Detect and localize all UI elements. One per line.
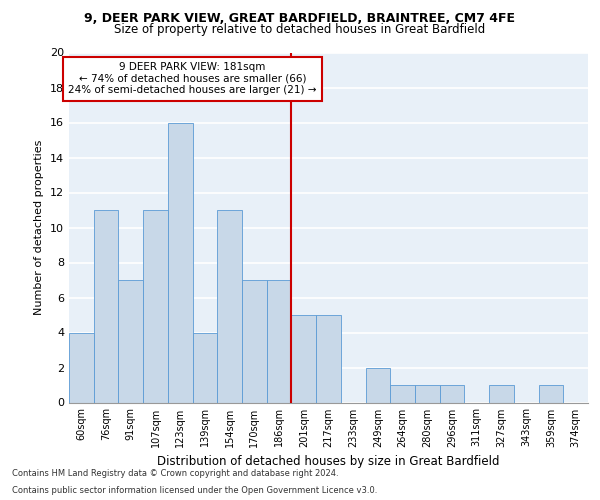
Text: Size of property relative to detached houses in Great Bardfield: Size of property relative to detached ho… — [115, 22, 485, 36]
Text: Contains HM Land Registry data © Crown copyright and database right 2024.: Contains HM Land Registry data © Crown c… — [12, 468, 338, 477]
Bar — [267, 280, 292, 402]
Bar — [489, 385, 514, 402]
Text: Contains public sector information licensed under the Open Government Licence v3: Contains public sector information licen… — [12, 486, 377, 495]
Bar — [365, 368, 390, 402]
Y-axis label: Number of detached properties: Number of detached properties — [34, 140, 44, 315]
Bar — [193, 332, 217, 402]
Text: 9, DEER PARK VIEW, GREAT BARDFIELD, BRAINTREE, CM7 4FE: 9, DEER PARK VIEW, GREAT BARDFIELD, BRAI… — [85, 12, 515, 26]
Bar — [143, 210, 168, 402]
Bar — [69, 332, 94, 402]
Bar — [94, 210, 118, 402]
X-axis label: Distribution of detached houses by size in Great Bardfield: Distribution of detached houses by size … — [157, 455, 500, 468]
Bar — [390, 385, 415, 402]
Bar — [242, 280, 267, 402]
Bar — [168, 122, 193, 402]
Text: 9 DEER PARK VIEW: 181sqm
← 74% of detached houses are smaller (66)
24% of semi-d: 9 DEER PARK VIEW: 181sqm ← 74% of detach… — [68, 62, 317, 96]
Bar — [292, 315, 316, 402]
Bar — [415, 385, 440, 402]
Bar — [118, 280, 143, 402]
Bar — [539, 385, 563, 402]
Bar — [217, 210, 242, 402]
Bar — [316, 315, 341, 402]
Bar — [440, 385, 464, 402]
